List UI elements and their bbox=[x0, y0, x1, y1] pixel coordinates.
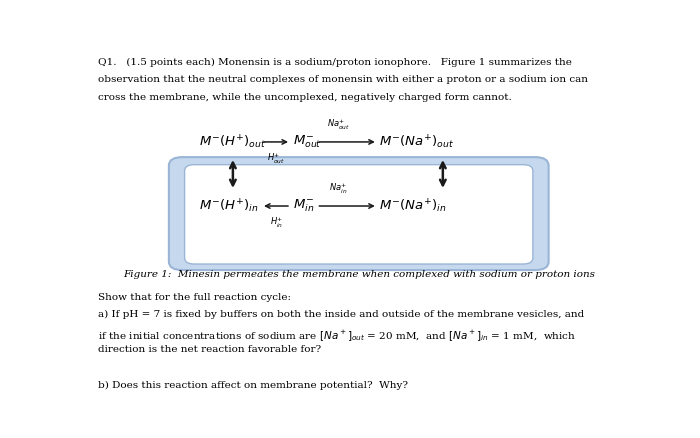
Text: $H^{+}_{in}$: $H^{+}_{in}$ bbox=[270, 215, 283, 230]
Text: $M^{-}(Na^{+})_{out}$: $M^{-}(Na^{+})_{out}$ bbox=[379, 133, 454, 151]
Text: Show that for the full reaction cycle:: Show that for the full reaction cycle: bbox=[98, 293, 291, 302]
Text: cross the membrane, while the uncomplexed, negatively charged form cannot.: cross the membrane, while the uncomplexe… bbox=[98, 93, 512, 102]
Text: Q1.   (1.5 points each) Monensin is a sodium/proton ionophore.   Figure 1 summar: Q1. (1.5 points each) Monensin is a sodi… bbox=[98, 58, 572, 67]
FancyBboxPatch shape bbox=[169, 157, 549, 270]
Text: Figure 1:  Minesin permeates the membrane when complexed with sodium or proton i: Figure 1: Minesin permeates the membrane… bbox=[122, 270, 595, 279]
Text: if the initial concentrations of sodium are $[Na^+]_{out}$ = 20 mM,  and $[Na^+]: if the initial concentrations of sodium … bbox=[98, 328, 577, 343]
Text: $H^{+}_{out}$: $H^{+}_{out}$ bbox=[267, 152, 286, 166]
Text: $Na^{+}_{in}$: $Na^{+}_{in}$ bbox=[329, 182, 347, 196]
Text: $M_{out}^{-}$: $M_{out}^{-}$ bbox=[293, 134, 321, 150]
Text: b) Does this reaction affect on membrane potential?  Why?: b) Does this reaction affect on membrane… bbox=[98, 380, 408, 389]
Text: observation that the neutral complexes of monensin with either a proton or a sod: observation that the neutral complexes o… bbox=[98, 75, 588, 84]
FancyBboxPatch shape bbox=[185, 165, 533, 264]
Text: $Na^{+}_{out}$: $Na^{+}_{out}$ bbox=[326, 118, 350, 132]
Text: $M^{-}(H^{+})_{out}$: $M^{-}(H^{+})_{out}$ bbox=[199, 133, 266, 151]
Text: a) If pH = 7 is fixed by buffers on both the inside and outside of the membrane : a) If pH = 7 is fixed by buffers on both… bbox=[98, 310, 584, 319]
Text: direction is the net reaction favorable for?: direction is the net reaction favorable … bbox=[98, 345, 321, 354]
Text: $M_{in}^{-}$: $M_{in}^{-}$ bbox=[293, 198, 314, 214]
Text: $M^{-}(Na^{+})_{in}$: $M^{-}(Na^{+})_{in}$ bbox=[379, 197, 447, 215]
Text: $M^{-}(H^{+})_{in}$: $M^{-}(H^{+})_{in}$ bbox=[199, 197, 258, 215]
